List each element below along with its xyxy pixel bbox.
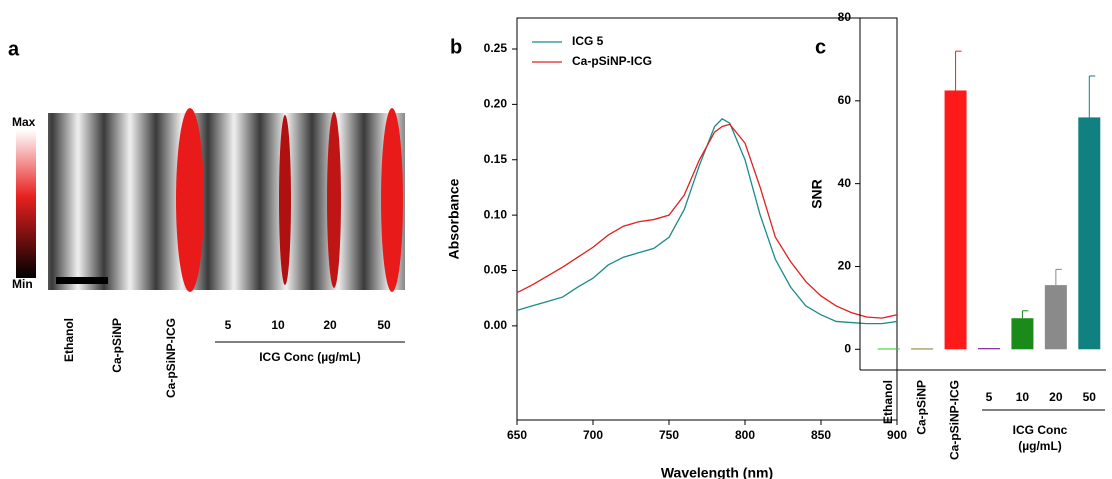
legend-label: Ca-pSiNP-ICG: [572, 54, 652, 68]
category-label: 50: [377, 318, 391, 332]
category-label: 5: [986, 390, 993, 404]
y-tick-label: 80: [838, 10, 852, 24]
y-tick-label: 0.20: [484, 97, 508, 111]
category-label: Ethanol: [881, 380, 895, 424]
category-label: Ca-pSiNP: [914, 380, 928, 435]
image: [16, 108, 405, 292]
x-tick-label: 900: [887, 428, 907, 442]
plot-frame: [517, 18, 897, 420]
category-label: 20: [1049, 390, 1063, 404]
bar: [1078, 117, 1100, 349]
x-tick-label: 850: [811, 428, 831, 442]
x-tick-label: 650: [507, 428, 527, 442]
group-label: ICG Conc (µg/mL): [1000, 422, 1080, 454]
bar: [911, 348, 933, 349]
colorbar-label: Min: [12, 277, 33, 291]
y-tick-label: 0.10: [484, 207, 508, 221]
y-tick-label: 40: [838, 176, 852, 190]
signal: [279, 115, 291, 285]
y-tick-label: 0.00: [484, 318, 508, 332]
category-label: Ca-pSiNP-ICG: [948, 380, 962, 460]
y-tick-label: 0.05: [484, 263, 508, 277]
line-series: [517, 119, 897, 324]
y-tick-label: 0.15: [484, 152, 508, 166]
category-label: 10: [1016, 390, 1030, 404]
y-tick-label: 60: [838, 93, 852, 107]
category-label: 20: [323, 318, 337, 332]
y-tick-label: 0: [844, 341, 851, 355]
y-axis-label: SNR: [809, 179, 825, 209]
scale-bar: [56, 277, 108, 284]
bar: [1045, 285, 1067, 349]
panel-label: a: [8, 38, 20, 60]
signal: [176, 108, 204, 292]
y-tick-label: 0.25: [484, 41, 508, 55]
signal: [327, 112, 341, 288]
y-axis-label: Absorbance: [446, 178, 462, 259]
category-label: Ethanol: [62, 318, 76, 362]
bar: [978, 348, 1000, 349]
signal: [381, 108, 403, 292]
group-label: ICG Conc (µg/mL): [259, 350, 361, 364]
category-label: 50: [1083, 390, 1097, 404]
bar: [878, 348, 900, 349]
legend-label: ICG 5: [572, 34, 604, 48]
bar: [945, 90, 967, 349]
x-tick-label: 750: [659, 428, 679, 442]
panel-label: c: [815, 36, 826, 58]
page: a Max Min ICG Conc (µg/mL) Ethanol Ca-pSi…: [0, 0, 1112, 479]
x-axis-label: Wavelength (nm): [661, 465, 773, 479]
category-label: 5: [225, 318, 232, 332]
y-tick-label: 20: [838, 259, 852, 273]
x-tick-label: 800: [735, 428, 755, 442]
panel-label: b: [450, 36, 462, 58]
figure: a Max Min ICG Conc (µg/mL) Ethanol Ca-pSi…: [0, 0, 1112, 479]
bar: [1011, 318, 1033, 349]
category-label: 10: [271, 318, 285, 332]
image-background: [48, 113, 405, 290]
colorbar: [16, 130, 36, 278]
colorbar-label: Max: [12, 115, 36, 129]
x-tick-label: 700: [583, 428, 603, 442]
category-label: Ca-pSiNP: [110, 318, 124, 373]
category-label: Ca-pSiNP-ICG: [164, 318, 178, 398]
